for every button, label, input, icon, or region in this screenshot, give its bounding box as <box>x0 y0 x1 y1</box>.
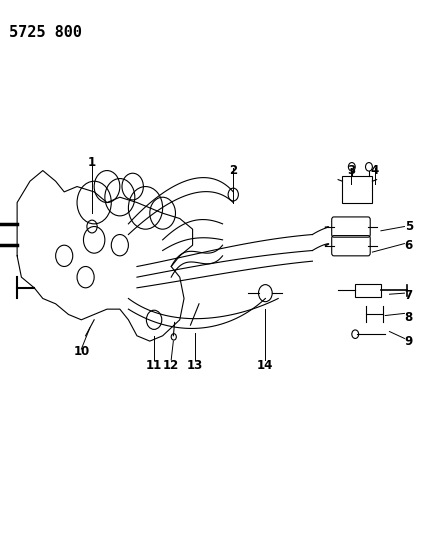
Text: 12: 12 <box>163 359 179 372</box>
Text: 2: 2 <box>229 164 237 177</box>
Text: 5: 5 <box>404 220 413 233</box>
Bar <box>355 284 381 297</box>
Text: 5725 800: 5725 800 <box>9 25 82 41</box>
Text: 7: 7 <box>405 289 413 302</box>
Text: 9: 9 <box>404 335 413 348</box>
Text: 10: 10 <box>73 345 89 358</box>
Text: 14: 14 <box>257 359 273 372</box>
Bar <box>342 176 372 203</box>
Text: 4: 4 <box>370 164 379 177</box>
Text: 11: 11 <box>146 359 162 372</box>
Text: 1: 1 <box>88 156 96 169</box>
Text: 13: 13 <box>187 359 203 372</box>
Text: 8: 8 <box>404 311 413 324</box>
Text: 3: 3 <box>347 164 355 177</box>
Text: 6: 6 <box>404 239 413 252</box>
